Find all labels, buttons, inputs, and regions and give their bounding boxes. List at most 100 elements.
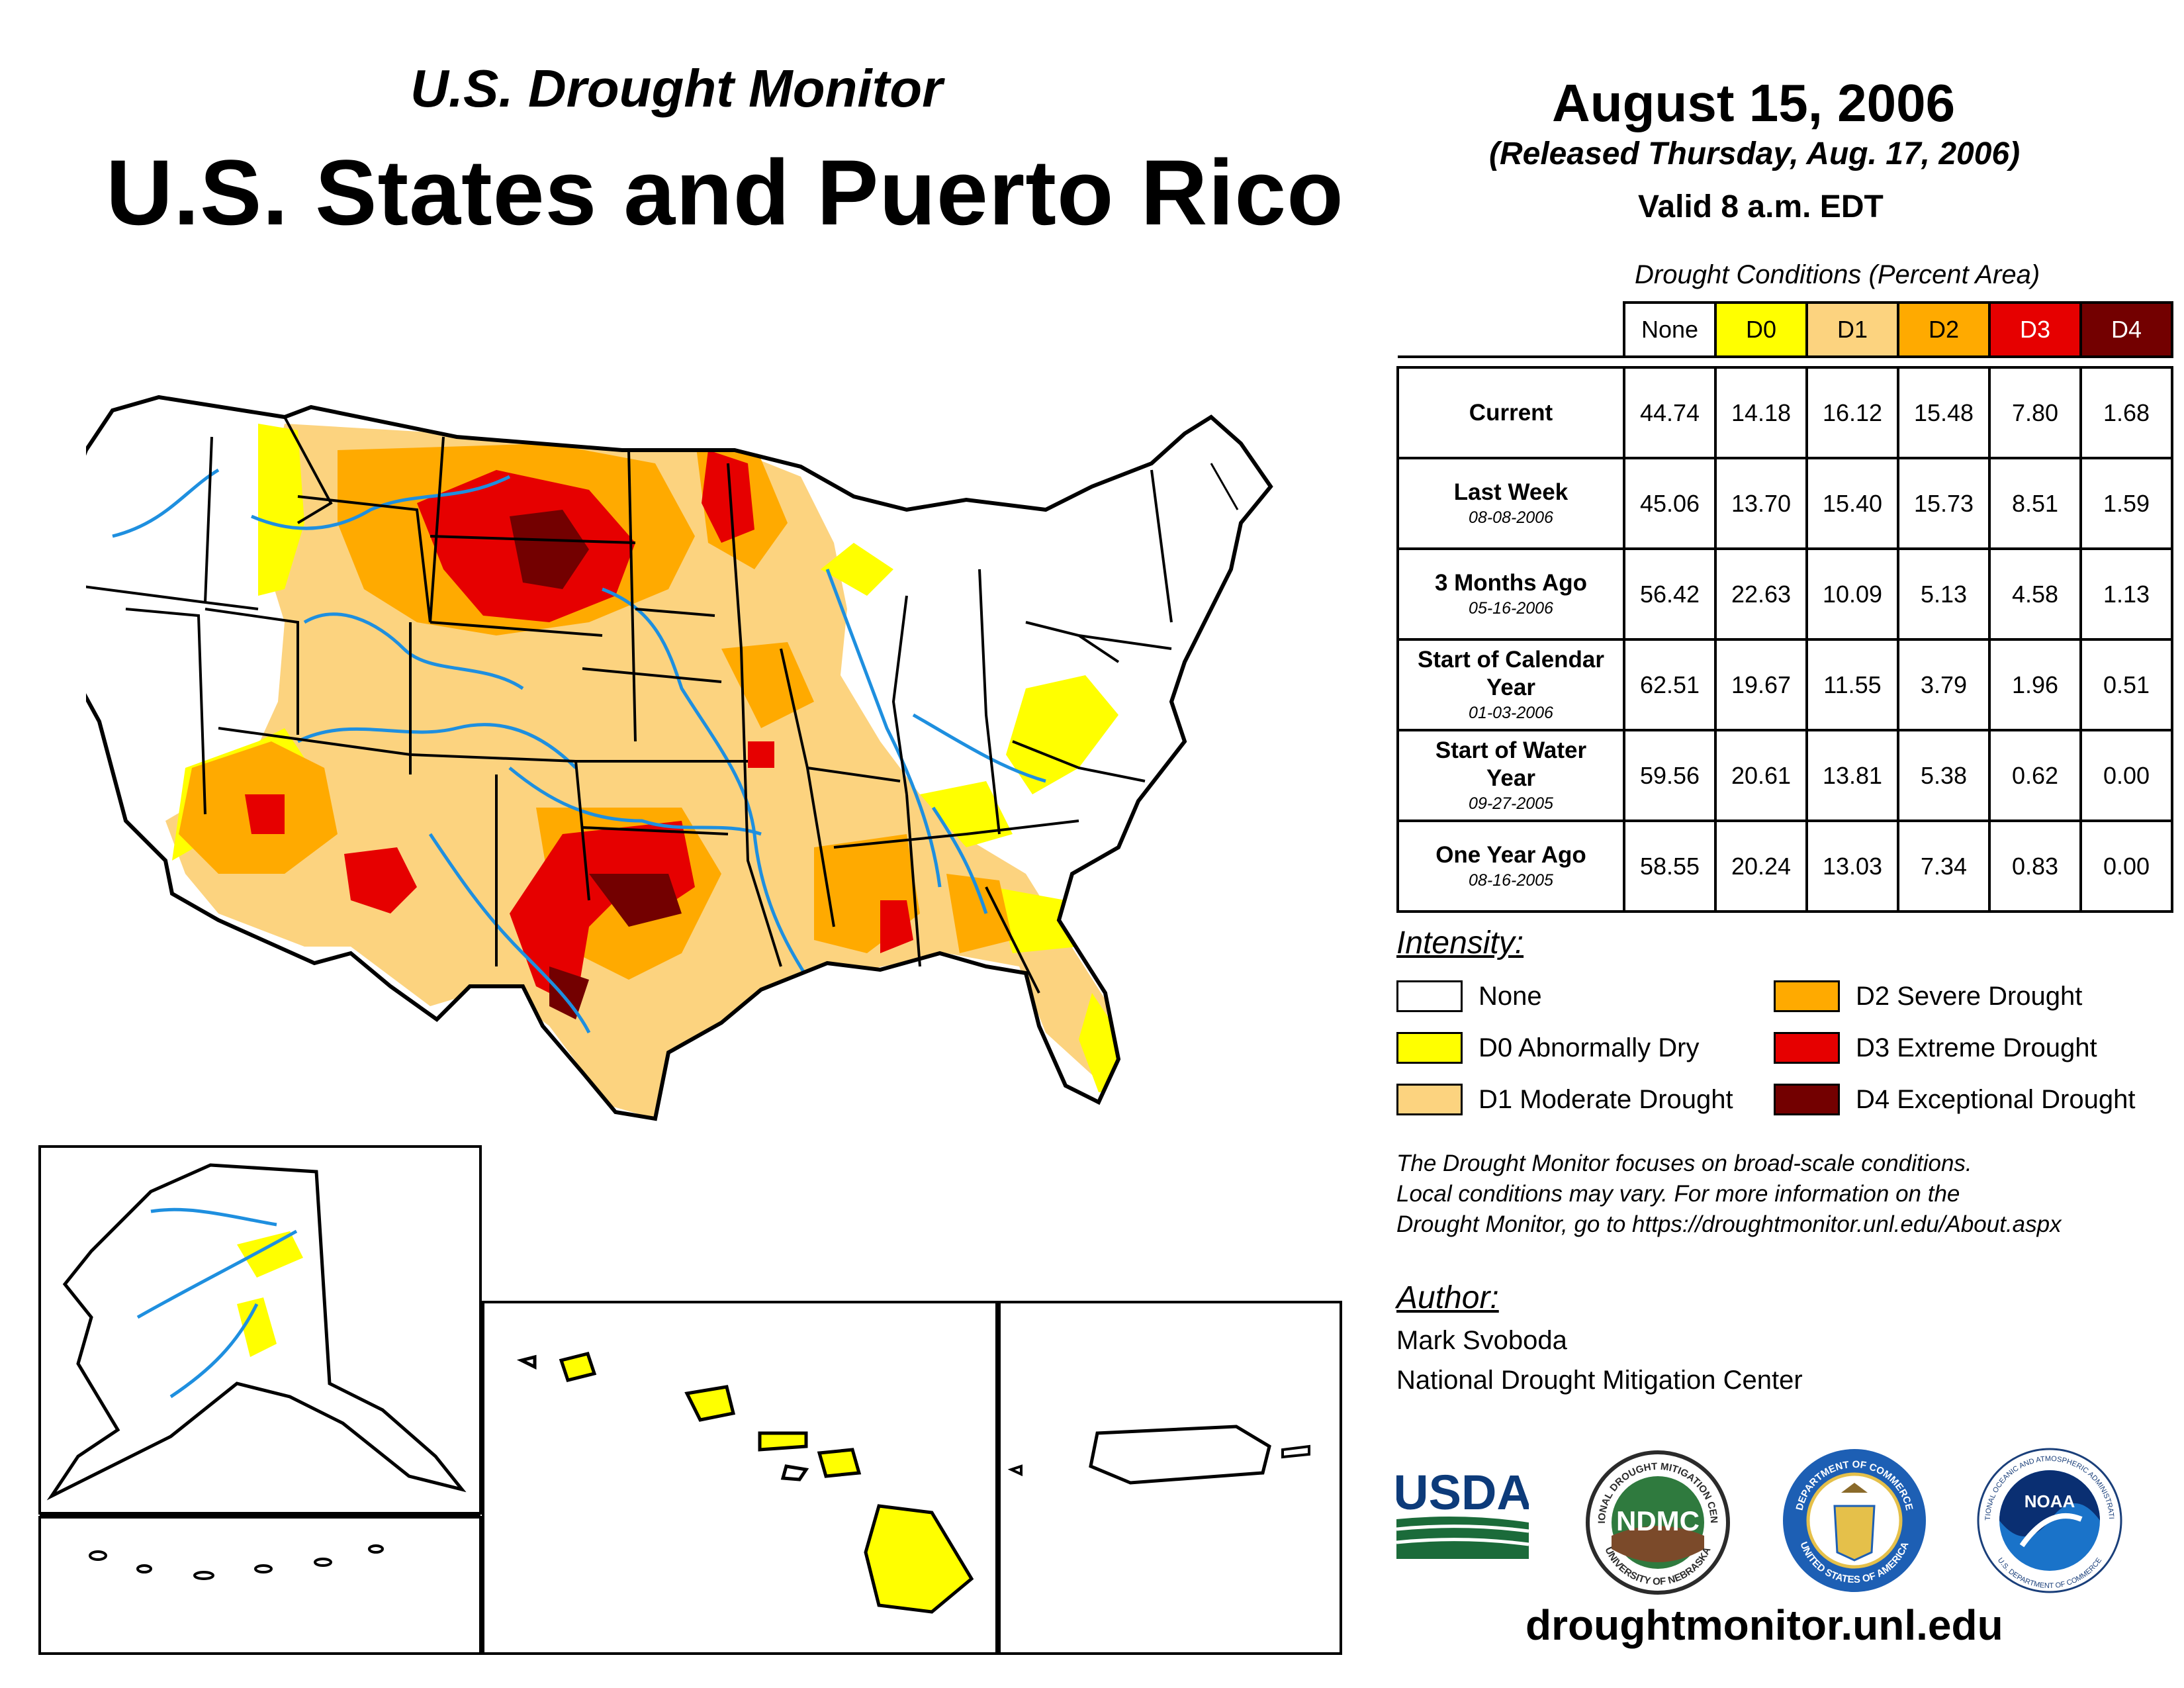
author-label: Author:	[1396, 1280, 1499, 1315]
value-cell: 10.09	[1805, 547, 1899, 641]
value-cell: 7.34	[1897, 820, 1991, 913]
table-caption: Drought Conditions (Percent Area)	[1635, 260, 2040, 289]
ndmc-logo: NDMC NATIONAL DROUGHT MITIGATION CENTER …	[1585, 1450, 1730, 1595]
row-date: 08-16-2005	[1469, 870, 1553, 890]
table-header-row: None D0 D1 D2 D3 D4	[1398, 301, 2173, 358]
row-date: 09-27-2005	[1469, 794, 1553, 813]
legend-swatch	[1774, 1084, 1840, 1115]
value-cell: 16.12	[1805, 366, 1899, 459]
value-cell: 11.55	[1805, 638, 1899, 731]
value-cell: 45.06	[1623, 457, 1717, 550]
col-d2: D2	[1897, 301, 1991, 358]
map-date: August 15, 2006	[1552, 73, 1956, 132]
row-label-cell: One Year Ago 08-16-2005	[1396, 820, 1625, 913]
noaa-logo-text: NOAA	[2025, 1491, 2075, 1511]
map-title: U.S. States and Puerto Rico	[106, 140, 1344, 244]
release-date: (Released Thursday, Aug. 17, 2006)	[1489, 136, 2021, 171]
legend-label: D2 Severe Drought	[1856, 981, 2083, 1011]
table-row: Start of Water Year 09-27-2005 59.56 20.61 1…	[1396, 729, 2173, 822]
value-cell: 13.81	[1805, 729, 1899, 822]
table-row: Last Week 08-08-2006 45.06 13.70 15.40 15.73 8…	[1396, 457, 2173, 550]
value-cell: 8.51	[1988, 457, 2082, 550]
legend-item-d4: D4 Exceptional Drought	[1774, 1082, 2135, 1117]
legend-swatch	[1774, 1032, 1840, 1064]
valid-time: Valid 8 a.m. EDT	[1638, 189, 1884, 224]
puerto-rico-inset-map	[998, 1301, 1342, 1655]
value-cell: 4.58	[1988, 547, 2082, 641]
value-cell: 14.18	[1714, 366, 1808, 459]
note-line: The Drought Monitor focuses on broad-sca…	[1396, 1150, 1972, 1176]
row-label-cell: Start of Water Year 09-27-2005	[1396, 729, 1625, 822]
row-label-cell: 3 Months Ago 05-16-2006	[1396, 547, 1625, 641]
col-d4: D4	[2079, 301, 2173, 358]
legend-swatch	[1396, 1032, 1463, 1064]
value-cell: 1.68	[2079, 366, 2173, 459]
legend-label: D4 Exceptional Drought	[1856, 1084, 2136, 1114]
row-label: Last Week	[1453, 479, 1569, 505]
author-name: Mark Svoboda	[1396, 1326, 1567, 1355]
row-label: One Year Ago	[1435, 841, 1586, 868]
value-cell: 5.38	[1897, 729, 1991, 822]
table-row: 3 Months Ago 05-16-2006 56.42 22.63 10.09 5.1…	[1396, 547, 2173, 641]
ndmc-logo-text: NDMC	[1616, 1505, 1700, 1536]
value-cell: 1.59	[2079, 457, 2173, 550]
value-cell: 0.00	[2079, 820, 2173, 913]
col-d3: D3	[1988, 301, 2082, 358]
table-row: One Year Ago 08-16-2005 58.55 20.24 13.03 7.3…	[1396, 820, 2173, 913]
legend-item-d1: D1 Moderate Drought	[1396, 1082, 1733, 1117]
legend-swatch	[1774, 980, 1840, 1012]
legend-label: D3 Extreme Drought	[1856, 1033, 2097, 1062]
col-d0: D0	[1714, 301, 1808, 358]
value-cell: 0.83	[1988, 820, 2082, 913]
value-cell: 0.00	[2079, 729, 2173, 822]
col-d1: D1	[1805, 301, 1899, 358]
legend-label: D0 Abnormally Dry	[1479, 1033, 1700, 1062]
row-label-cell: Current	[1396, 366, 1625, 459]
value-cell: 1.13	[2079, 547, 2173, 641]
conus-drought-map	[86, 371, 1304, 1139]
note-line: Local conditions may vary. For more info…	[1396, 1181, 1960, 1207]
alaska-inset-map	[38, 1145, 482, 1516]
value-cell: 15.48	[1897, 366, 1991, 459]
row-date: 08-08-2006	[1469, 508, 1553, 527]
value-cell: 5.13	[1897, 547, 1991, 641]
value-cell: 13.03	[1805, 820, 1899, 913]
value-cell: 15.73	[1897, 457, 1991, 550]
value-cell: 3.79	[1897, 638, 1991, 731]
value-cell: 22.63	[1714, 547, 1808, 641]
row-date: 01-03-2006	[1469, 703, 1553, 722]
value-cell: 0.51	[2079, 638, 2173, 731]
author-org: National Drought Mitigation Center	[1396, 1366, 1803, 1395]
value-cell: 62.51	[1623, 638, 1717, 731]
noaa-logo: NOAA NATIONAL OCEANIC AND ATMOSPHERIC AD…	[1976, 1446, 2122, 1593]
row-label: 3 Months Ago	[1434, 569, 1588, 596]
usda-logo: USDA	[1396, 1465, 1529, 1559]
row-label: Start of Water Year	[1435, 737, 1587, 791]
value-cell: 1.96	[1988, 638, 2082, 731]
value-cell: 15.40	[1805, 457, 1899, 550]
map-subtitle: U.S. Drought Monitor	[410, 59, 943, 118]
row-date: 05-16-2006	[1469, 598, 1553, 618]
row-label: Start of Calendar Year	[1418, 646, 1604, 700]
row-label: Current	[1469, 399, 1553, 426]
disclaimer-note: The Drought Monitor focuses on broad-sca…	[1396, 1149, 2062, 1240]
value-cell: 0.62	[1988, 729, 2082, 822]
legend-item-d2: D2 Severe Drought	[1774, 978, 2082, 1014]
table-corner	[1398, 303, 1624, 358]
value-cell: 56.42	[1623, 547, 1717, 641]
legend-swatch	[1396, 1084, 1463, 1115]
row-label-cell: Start of Calendar Year 01-03-2006	[1396, 638, 1625, 731]
legend-item-none: None	[1396, 978, 1542, 1014]
col-none: None	[1623, 301, 1717, 358]
table-gap-cell	[1398, 357, 2172, 367]
table-row: Start of Calendar Year 01-03-2006 62.51 19.…	[1396, 638, 2173, 731]
website-url: droughtmonitor.unl.edu	[1525, 1601, 2003, 1649]
usda-logo-text: USDA	[1396, 1465, 1529, 1520]
table-row: Current 44.74 14.18 16.12 15.48 7.80 1.68	[1396, 366, 2173, 459]
legend-item-d0: D0 Abnormally Dry	[1396, 1030, 1699, 1066]
legend-label: D1 Moderate Drought	[1479, 1084, 1733, 1114]
legend-label: None	[1479, 981, 1542, 1011]
legend-item-d3: D3 Extreme Drought	[1774, 1030, 2097, 1066]
commerce-seal-logo: DEPARTMENT OF COMMERCE UNITED STATES OF …	[1783, 1449, 1926, 1592]
value-cell: 7.80	[1988, 366, 2082, 459]
